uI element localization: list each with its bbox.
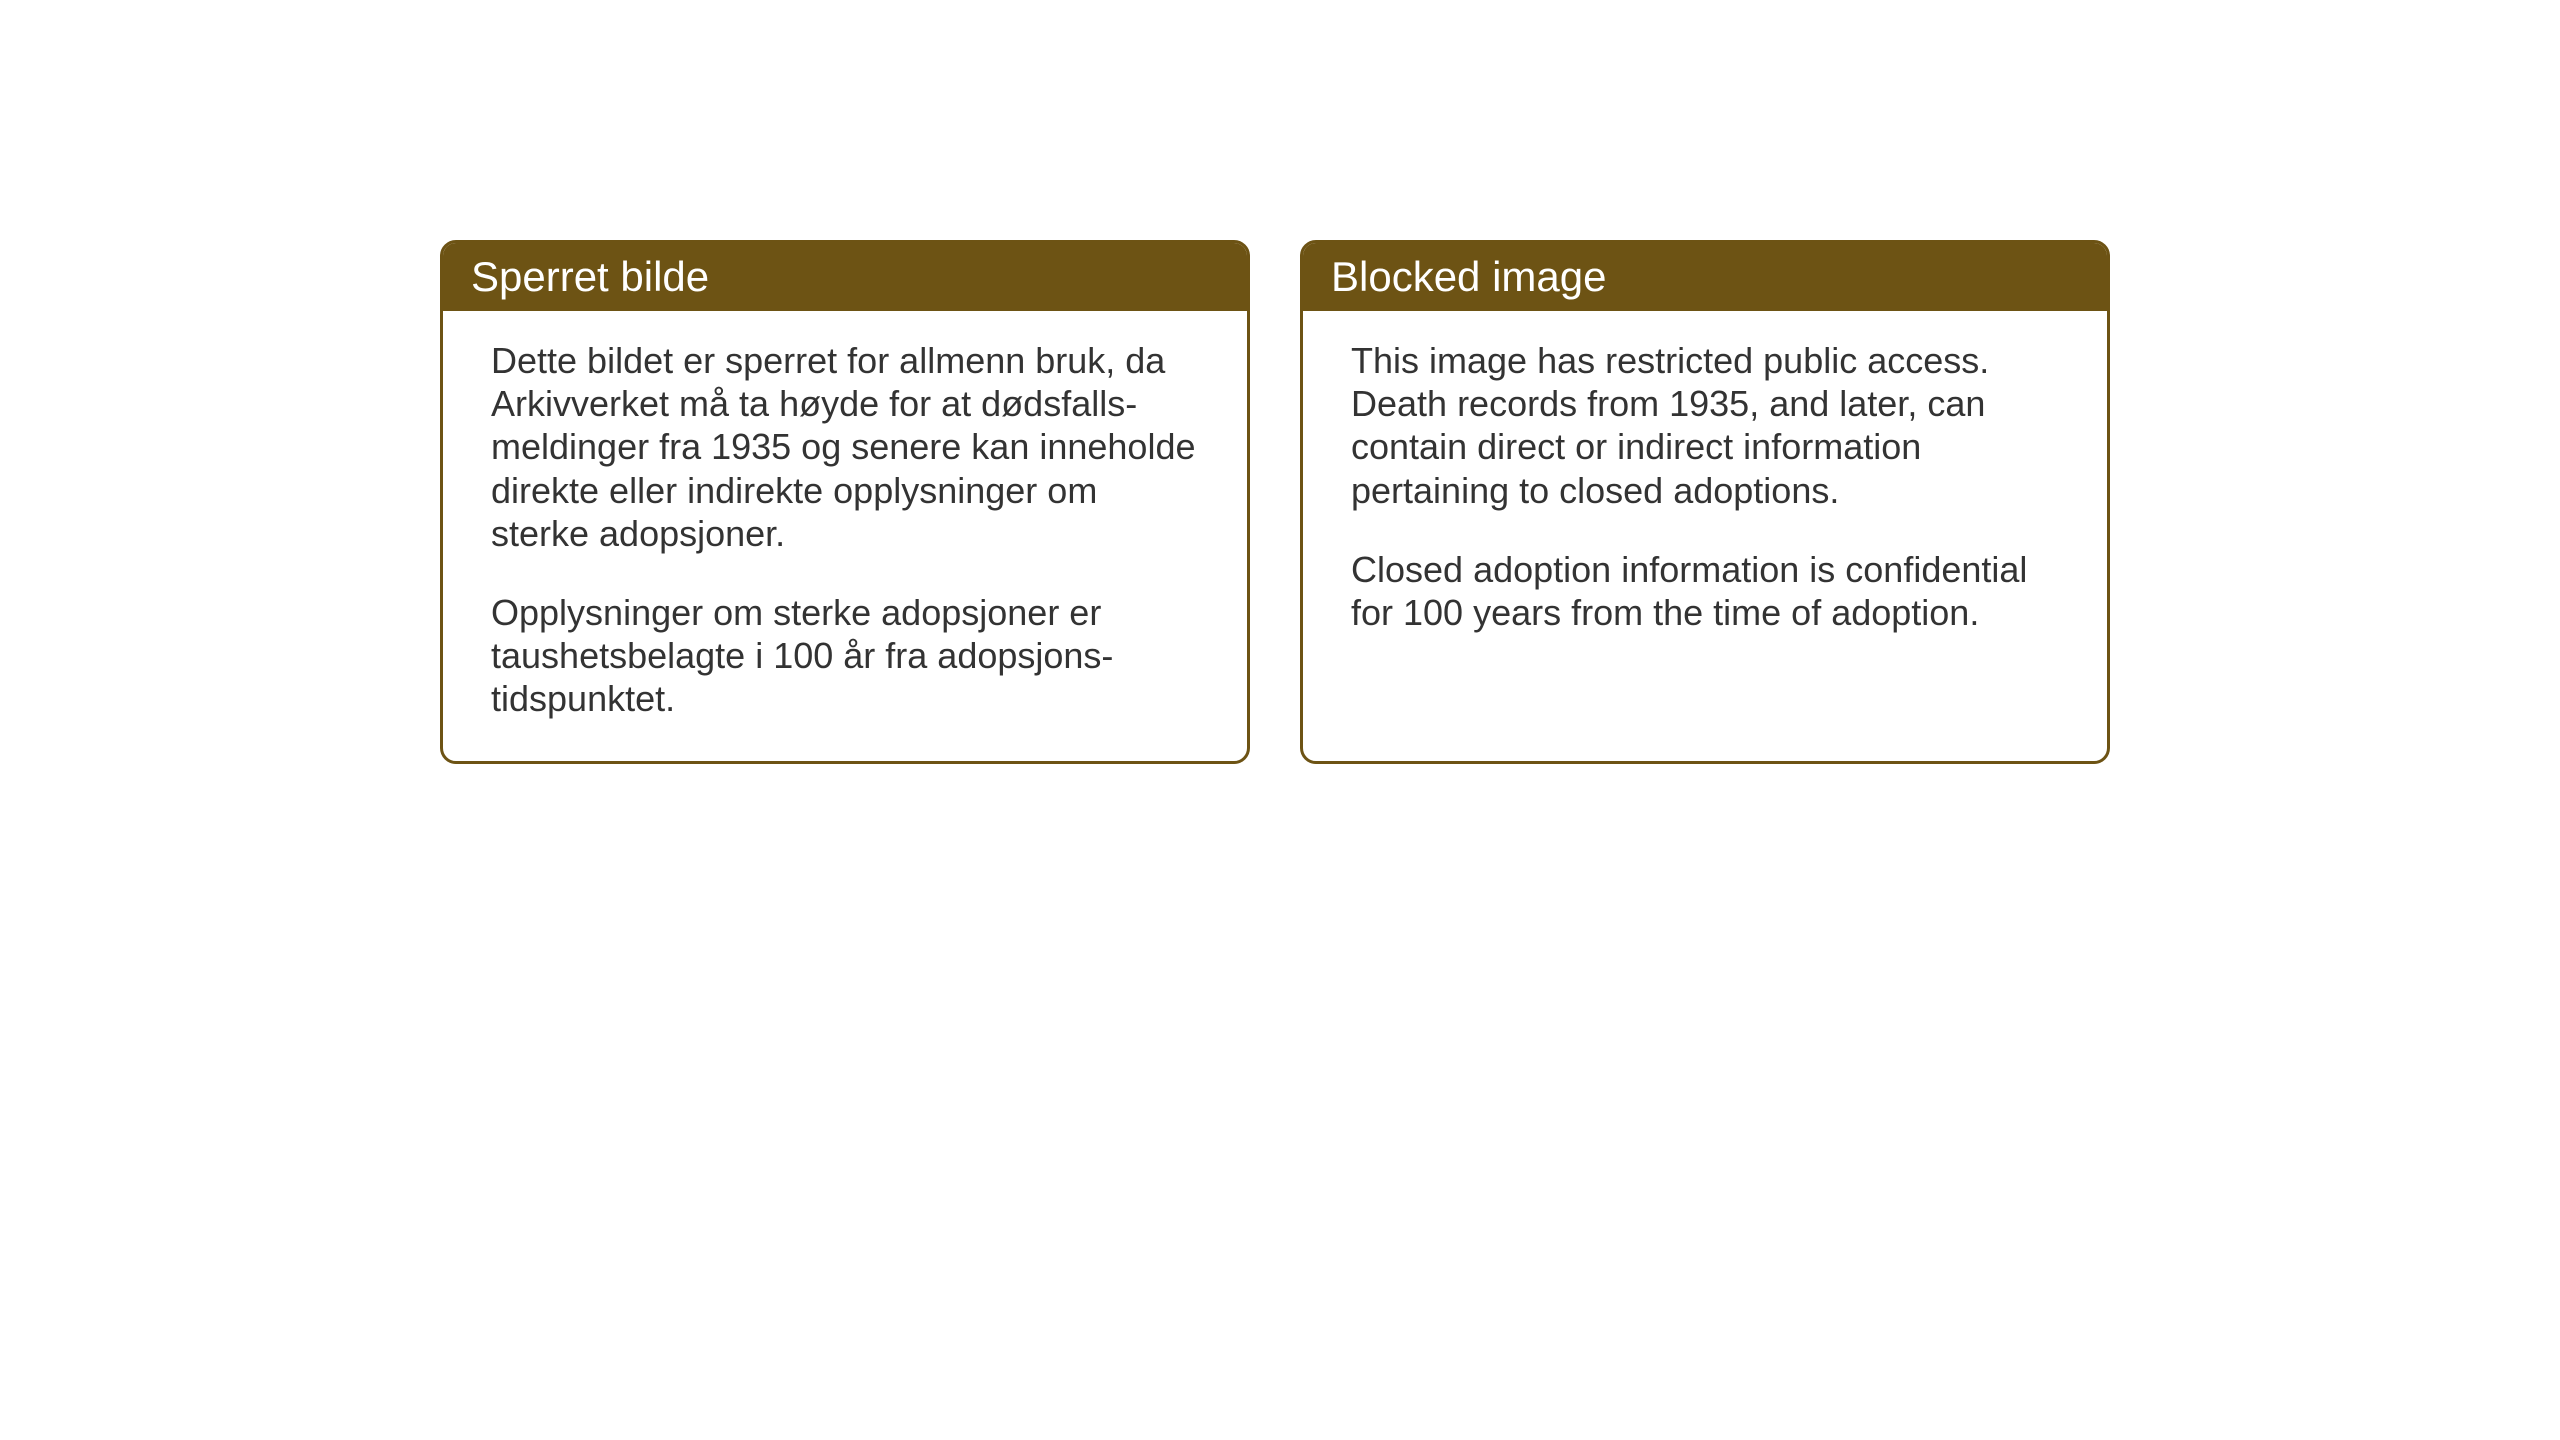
norwegian-paragraph-1: Dette bildet er sperret for allmenn bruk… (491, 339, 1199, 555)
english-card-title: Blocked image (1331, 253, 1606, 300)
english-paragraph-2: Closed adoption information is confident… (1351, 548, 2059, 634)
english-paragraph-1: This image has restricted public access.… (1351, 339, 2059, 512)
cards-container: Sperret bilde Dette bildet er sperret fo… (440, 240, 2110, 764)
english-card-header: Blocked image (1303, 243, 2107, 311)
english-card-body: This image has restricted public access.… (1303, 311, 2107, 674)
norwegian-card-body: Dette bildet er sperret for allmenn bruk… (443, 311, 1247, 761)
norwegian-notice-card: Sperret bilde Dette bildet er sperret fo… (440, 240, 1250, 764)
english-notice-card: Blocked image This image has restricted … (1300, 240, 2110, 764)
norwegian-card-title: Sperret bilde (471, 253, 709, 300)
norwegian-card-header: Sperret bilde (443, 243, 1247, 311)
norwegian-paragraph-2: Opplysninger om sterke adopsjoner er tau… (491, 591, 1199, 721)
